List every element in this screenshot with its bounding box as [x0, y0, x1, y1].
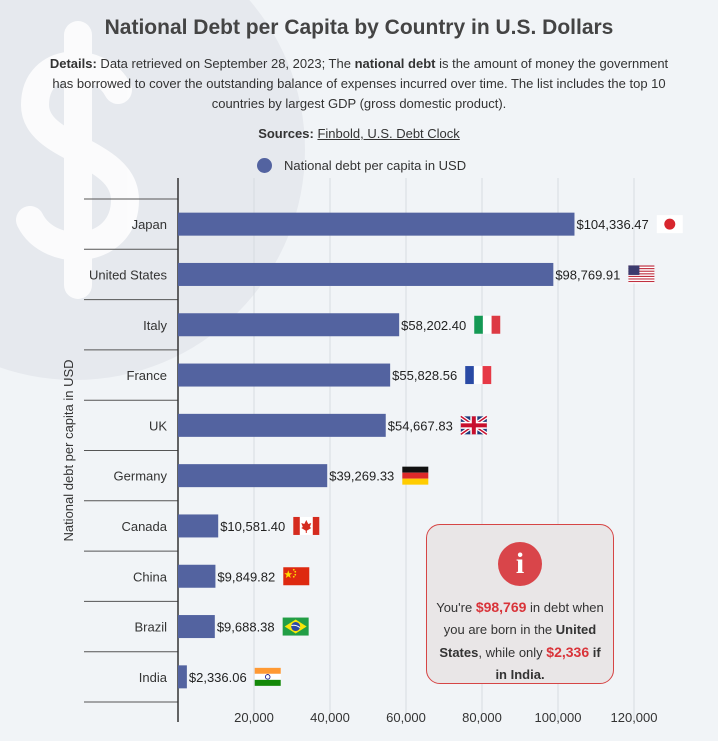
bar [178, 615, 215, 639]
data-label: $104,336.47 [576, 217, 648, 232]
info-us-country: United States [439, 622, 597, 660]
data-label: $39,269.33 [329, 469, 394, 484]
sources-label: Sources: [258, 126, 314, 141]
details-text-1: Data retrieved on September 28, 2023; Th… [96, 56, 355, 71]
data-label: $9,688.38 [217, 620, 275, 635]
sources-link[interactable]: Finbold, U.S. Debt Clock [317, 126, 460, 141]
details-text-2: is the amount of money the government ha… [52, 56, 669, 111]
info-icon: i [498, 542, 542, 586]
brazil-flag-icon [282, 617, 309, 636]
uk-flag-icon [459, 414, 488, 436]
category-label: Brazil [134, 620, 167, 635]
category-label: UK [149, 418, 167, 433]
x-tick-label: 120,000 [611, 710, 658, 725]
info-us-value: $98,769 [475, 599, 527, 615]
data-label: $9,849.82 [217, 569, 275, 584]
y-axis-title: National debt per capita in USD [61, 359, 76, 541]
category-label: Italy [143, 318, 167, 333]
data-label: $54,667.83 [388, 418, 453, 433]
bar [178, 665, 187, 689]
x-tick-label: 20,000 [234, 710, 274, 725]
category-label: Canada [121, 519, 167, 534]
data-label: $2,336.06 [189, 670, 247, 685]
sources-line: Sources: Finbold, U.S. Debt Clock [0, 126, 718, 141]
category-label: China [133, 569, 168, 584]
chart-title: National Debt per Capita by Country in U… [104, 16, 614, 39]
x-tick-label: 80,000 [462, 710, 502, 725]
legend-label: National debt per capita in USD [284, 158, 467, 173]
info-india-value: $2,336 [546, 644, 590, 660]
data-label: $55,828.56 [392, 368, 457, 383]
bar [178, 413, 386, 437]
india-flag-icon [254, 667, 281, 686]
category-label: Germany [114, 469, 168, 484]
info-text-1: You're [436, 600, 476, 615]
info-text-4: if in India. [495, 645, 601, 682]
bar [178, 464, 328, 488]
info-text-3: , while only [478, 645, 547, 660]
usa-flag-icon [628, 265, 655, 284]
canada-flag-icon [293, 516, 320, 535]
x-tick-label: 40,000 [310, 710, 350, 725]
category-label: Japan [132, 217, 167, 232]
bar [178, 564, 216, 588]
info-callout-text: You're $98,769 in debt when you are born… [427, 596, 613, 686]
x-tick-label: 60,000 [386, 710, 426, 725]
x-tick-label: 100,000 [535, 710, 582, 725]
china-flag-icon [283, 567, 310, 586]
bar [178, 262, 554, 286]
chart-legend[interactable]: National debt per capita in USD [257, 158, 466, 173]
bar [178, 313, 400, 337]
details-text: Details: Data retrieved on September 28,… [40, 54, 678, 114]
bar [178, 212, 575, 236]
germany-flag-icon [402, 466, 429, 485]
legend-marker [257, 158, 272, 173]
category-label: United States [89, 267, 168, 282]
bar [178, 514, 219, 538]
category-label: France [127, 368, 167, 383]
data-label: $58,202.40 [401, 318, 466, 333]
italy-flag-icon [474, 315, 501, 334]
japan-flag-icon [656, 215, 683, 234]
category-label: India [139, 670, 168, 685]
details-bold-term: national debt [354, 56, 436, 71]
bar [178, 363, 391, 387]
info-text-2: in debt when you are born in the [443, 600, 604, 637]
info-callout: i You're $98,769 in debt when you are bo… [426, 524, 614, 684]
details-label: Details: [49, 56, 97, 71]
data-label: $10,581.40 [220, 519, 285, 534]
france-flag-icon [465, 366, 492, 385]
data-label: $98,769.91 [555, 267, 620, 282]
